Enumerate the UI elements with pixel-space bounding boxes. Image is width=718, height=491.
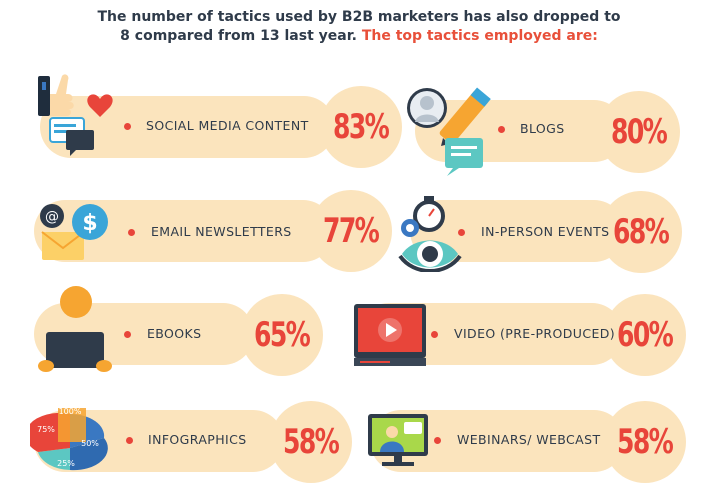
bullet (434, 437, 441, 444)
pie-label-50: 50% (81, 439, 99, 448)
email-dollar-icon: @ $ (40, 204, 108, 260)
label-webinars: WEBINARS/ WEBCAST (457, 432, 601, 447)
label-ebooks: EBOOKS (147, 326, 202, 341)
percent-events: 68% (613, 212, 670, 252)
percent-circle-social-media: 83% (320, 86, 402, 168)
percent-circle-blogs: 80% (598, 91, 680, 173)
percent-infographics: 58% (283, 422, 340, 462)
ebook-reader-icon (38, 286, 112, 372)
svg-text:$: $ (82, 211, 97, 236)
pie-chart-icon: 100% 75% 50% 25% (30, 407, 108, 471)
label-blogs: BLOGS (520, 121, 565, 136)
bullet (126, 437, 133, 444)
header-line-2: 8 compared from 13 last year. The top ta… (0, 27, 718, 46)
header-line-1: The number of tactics used by B2B market… (97, 9, 621, 25)
social-media-icon (38, 74, 113, 156)
percent-ebooks: 65% (254, 315, 311, 355)
header-line-2-plain: 8 compared from 13 last year. (120, 28, 357, 44)
label-social-media: SOCIAL MEDIA CONTENT (146, 118, 309, 133)
percent-circle-ebooks: 65% (241, 294, 323, 376)
stopwatch-eye-icon (398, 196, 462, 272)
pie-label-75: 75% (37, 425, 55, 434)
video-player-icon (354, 304, 426, 366)
bullet (431, 331, 438, 338)
percent-circle-events: 68% (600, 191, 682, 273)
header-line-2-accent: The top tactics employed are: (361, 28, 598, 44)
percent-webinars: 58% (617, 422, 674, 462)
label-email: EMAIL NEWSLETTERS (151, 224, 292, 239)
blog-pencil-icon (407, 87, 491, 176)
percent-blogs: 80% (611, 112, 668, 152)
percent-circle-infographics: 58% (270, 401, 352, 483)
pie-label-100: 100% (59, 407, 82, 416)
percent-email: 77% (323, 211, 380, 251)
bullet (124, 123, 131, 130)
percent-circle-video: 60% (604, 294, 686, 376)
bullet (128, 229, 135, 236)
percent-social-media: 83% (333, 107, 390, 147)
bullet (458, 229, 465, 236)
label-video: VIDEO (PRE-PRODUCED) (454, 326, 616, 341)
header-text: The number of tactics used by B2B market… (0, 8, 718, 46)
percent-video: 60% (617, 315, 674, 355)
webinar-monitor-icon (368, 414, 428, 466)
bullet (124, 331, 131, 338)
svg-text:@: @ (45, 209, 59, 225)
percent-circle-email: 77% (310, 190, 392, 272)
bullet (498, 126, 505, 133)
pie-label-25: 25% (57, 459, 75, 468)
percent-circle-webinars: 58% (604, 401, 686, 483)
label-events: IN-PERSON EVENTS (481, 224, 610, 239)
label-infographics: INFOGRAPHICS (148, 432, 247, 447)
